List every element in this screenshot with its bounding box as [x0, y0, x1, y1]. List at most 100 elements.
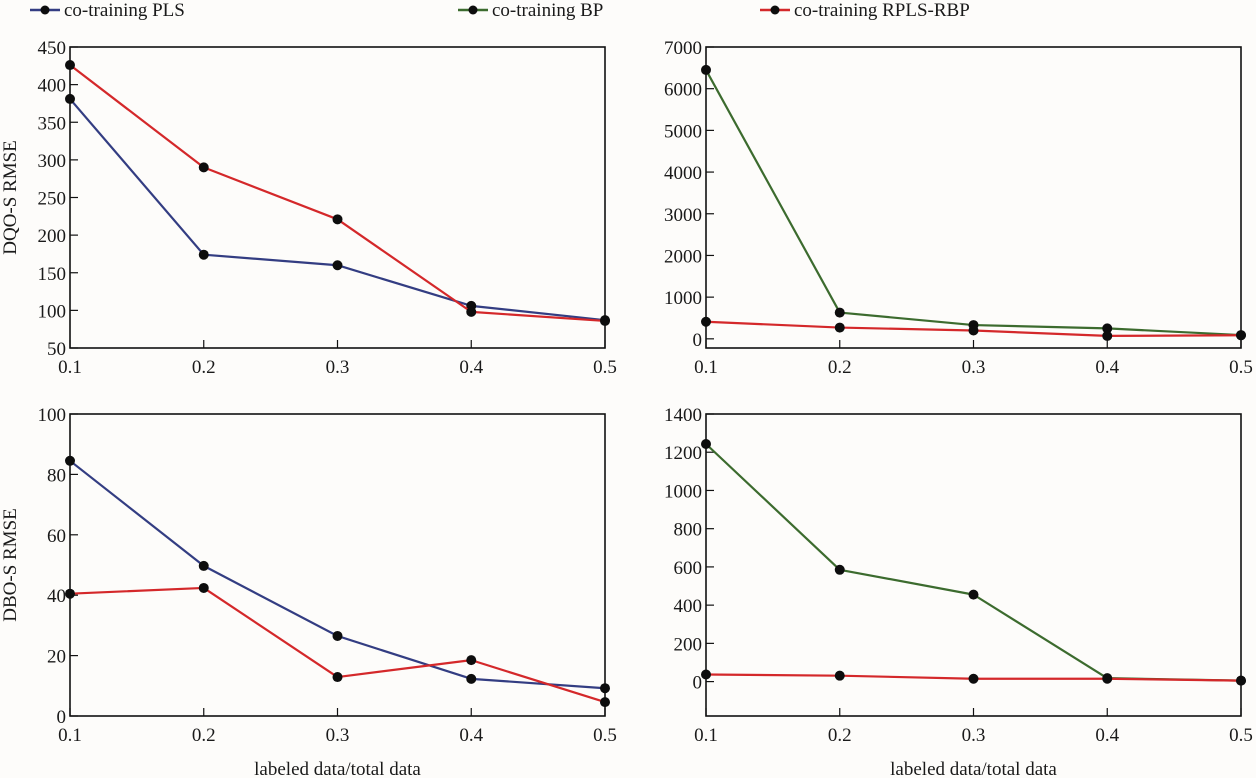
legend-item: co-training PLS	[30, 0, 185, 21]
data-point	[968, 589, 979, 600]
x-tick-label: 0.4	[1095, 725, 1119, 746]
plot-frame	[705, 46, 1242, 349]
x-tick-label: 0.2	[828, 357, 852, 378]
panel-top-left: 50 100 150 200 250 300 350 400 450 0.1 0.2 0.3 0.4 0.…	[0, 38, 617, 378]
x-axis-title: labeled data/total data	[254, 759, 421, 778]
data-point	[968, 673, 979, 684]
x-tick-label: 0.3	[326, 725, 350, 746]
legend-marker	[770, 5, 780, 15]
series-co-training-rpls-rbp	[701, 316, 1246, 341]
data-point	[1102, 323, 1113, 334]
x-tick-label: 0.1	[694, 357, 718, 378]
plot-frame	[705, 413, 1242, 717]
data-point	[600, 697, 610, 708]
data-point	[332, 672, 343, 683]
x-tick-label: 0.5	[593, 725, 617, 746]
x-tick-label: 0.1	[694, 725, 718, 746]
y-tick-label: 200	[38, 226, 67, 247]
data-point	[701, 64, 711, 75]
series-line	[705, 443, 1242, 682]
data-point	[1102, 673, 1113, 684]
legend-marker	[468, 5, 478, 15]
x-tick-label: 0.5	[1229, 725, 1253, 746]
legend-label: co-training PLS	[64, 0, 185, 21]
y-tick-label: 80	[47, 465, 66, 486]
legend-label: co-training RPLS-RBP	[794, 0, 970, 21]
y-tick-label: 60	[47, 526, 66, 547]
data-point	[198, 249, 209, 260]
y-tick-label: 4000	[664, 163, 702, 184]
series-co-training-pls	[65, 93, 610, 326]
data-point	[701, 316, 711, 327]
y-tick-label: 0	[57, 707, 67, 728]
y-tick-label: 1200	[664, 443, 702, 464]
data-point	[834, 564, 845, 575]
data-point	[198, 560, 209, 571]
panel-top-right: 0 1000 2000 3000 4000 5000 6000 7000 0.1 0.2 0.3 0.…	[664, 38, 1253, 378]
y-tick-label: 800	[674, 520, 703, 541]
data-point	[466, 673, 477, 684]
data-point	[466, 306, 477, 317]
y-tick-label: 350	[38, 113, 67, 134]
panel-bottom-left: 0 20 40 60 80 100 0.1 0.2 0.3 0.4 0.5 DBO-S RMSE lab…	[0, 405, 617, 778]
y-tick-label: 1000	[664, 288, 702, 309]
series-co-training-rpls-rbp	[701, 669, 1246, 686]
series-line	[69, 98, 606, 322]
y-tick-label: 400	[38, 76, 67, 97]
y-tick-label: 100	[38, 405, 67, 426]
x-tick-label: 0.4	[459, 725, 483, 746]
y-tick-label: 0	[693, 673, 703, 694]
data-point	[1236, 330, 1246, 341]
series-co-training-rpls-rbp	[65, 60, 610, 326]
series-co-training-bp	[701, 64, 1246, 341]
x-tick-label: 0.5	[1229, 357, 1253, 378]
series-line	[69, 586, 606, 704]
data-point	[701, 439, 711, 450]
y-tick-label: 3000	[664, 205, 702, 226]
data-point	[834, 670, 845, 681]
y-tick-label: 1400	[664, 405, 702, 426]
data-point	[65, 93, 75, 104]
data-point	[1102, 330, 1113, 341]
x-tick-label: 0.2	[828, 725, 852, 746]
y-tick-label: 2000	[664, 246, 702, 267]
series-co-training-rpls-rbp	[65, 582, 610, 708]
series-co-training-pls	[65, 455, 610, 694]
x-tick-label: 0.4	[1095, 357, 1119, 378]
legend-item: co-training RPLS-RBP	[760, 0, 970, 21]
x-tick-label: 0.2	[192, 725, 216, 746]
y-tick-label: 450	[38, 38, 67, 59]
data-point	[968, 325, 979, 336]
x-axis-title: labeled data/total data	[890, 759, 1057, 778]
data-point	[198, 582, 209, 593]
y-tick-label: 50	[47, 339, 66, 360]
y-tick-label: 40	[47, 586, 66, 607]
plot-frame	[69, 46, 606, 349]
data-point	[332, 260, 343, 271]
data-point	[600, 315, 610, 326]
legend-item: co-training BP	[458, 0, 603, 21]
y-tick-label: 100	[38, 301, 67, 322]
y-tick-label: 200	[674, 634, 703, 655]
y-tick-label: 600	[674, 558, 703, 579]
series-line	[69, 459, 606, 690]
x-tick-label: 0.1	[58, 725, 82, 746]
plot-frame	[69, 413, 606, 717]
x-tick-label: 0.3	[962, 725, 986, 746]
y-tick-label: 7000	[664, 38, 702, 59]
y-axis-title: DBO-S RMSE	[0, 508, 21, 622]
x-tick-label: 0.3	[962, 357, 986, 378]
y-tick-label: 20	[47, 647, 66, 668]
series-co-training-bp	[701, 439, 1246, 686]
data-point	[332, 214, 343, 225]
data-point	[834, 307, 845, 318]
y-tick-label: 6000	[664, 80, 702, 101]
x-tick-label: 0.2	[192, 357, 216, 378]
data-point	[65, 455, 75, 466]
legend-marker	[40, 5, 50, 15]
y-tick-label: 300	[38, 151, 67, 172]
legend-label: co-training BP	[492, 0, 603, 21]
y-axis-title: DQO-S RMSE	[0, 140, 21, 255]
x-tick-label: 0.3	[326, 357, 350, 378]
legend: co-training PLS co-training BP co-training…	[30, 0, 970, 21]
